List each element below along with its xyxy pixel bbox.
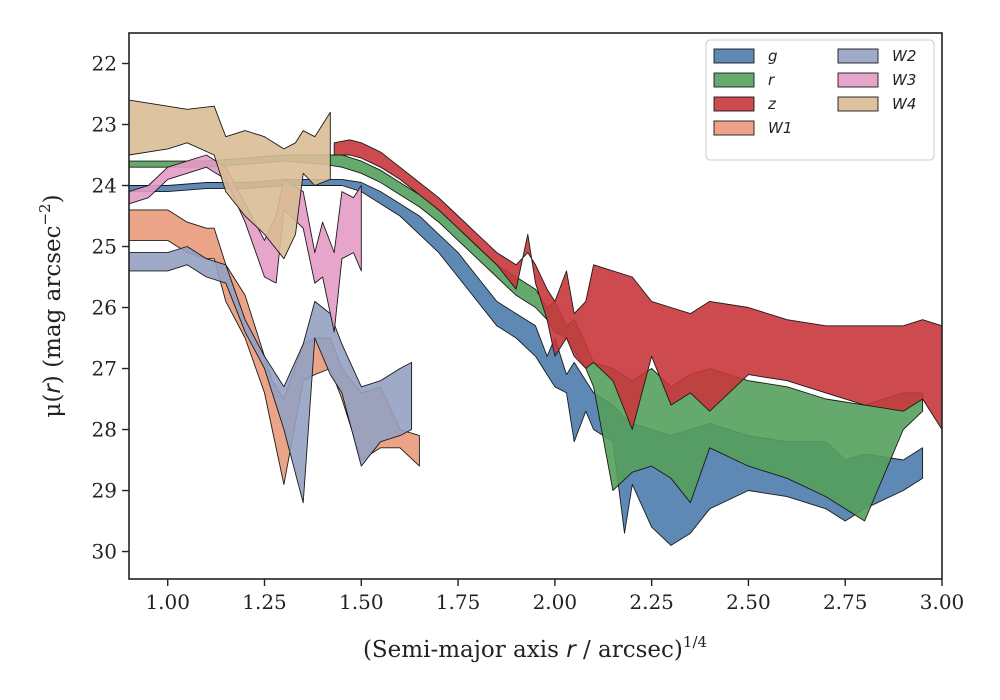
legend-label-r: r bbox=[768, 71, 775, 89]
x-axis: 1.00 1.25 1.50 1.75 2.00 2.25 2.50 2.75 3.00 bbox=[145, 579, 964, 614]
y-tick-label: 23 bbox=[92, 113, 117, 137]
y-tick-label: 28 bbox=[92, 418, 117, 442]
legend-swatch-w2 bbox=[837, 48, 879, 64]
legend-swatch-z bbox=[713, 96, 755, 112]
y-tick-label: 25 bbox=[92, 235, 117, 259]
x-tick-label: 1.00 bbox=[145, 590, 190, 614]
x-tick-label: 2.50 bbox=[726, 590, 771, 614]
series-band-w2 bbox=[128, 246, 413, 504]
legend-label-w1: W1 bbox=[768, 119, 792, 137]
x-tick-label: 2.75 bbox=[823, 590, 868, 614]
y-tick-label: 24 bbox=[92, 174, 117, 198]
y-tick-label: 30 bbox=[92, 540, 117, 564]
plot-areas bbox=[128, 99, 943, 546]
legend-label-w4: W4 bbox=[892, 95, 916, 113]
legend-swatch-w1 bbox=[713, 120, 755, 136]
y-tick-label: 29 bbox=[92, 479, 117, 503]
series-band-z bbox=[333, 139, 943, 430]
plot-frame bbox=[128, 32, 943, 580]
y-axis-label: μ(r) (mag arcsec−2) bbox=[36, 194, 66, 417]
legend: grz W1 W2 W3 W4 bbox=[705, 39, 935, 161]
y-tick-label: 27 bbox=[92, 357, 117, 381]
legend-items: grz W1 W2 W3 W4 bbox=[713, 47, 916, 137]
legend-label-g: g bbox=[768, 47, 778, 65]
legend-swatch-g bbox=[713, 48, 755, 64]
legend-label-z: z bbox=[767, 95, 777, 113]
legend-swatch-w3 bbox=[837, 72, 879, 88]
y-axis: 22 23 24 25 26 27 28 29 30 bbox=[92, 52, 129, 564]
legend-label-w3: W3 bbox=[892, 71, 916, 89]
legend-label-w2: W2 bbox=[892, 47, 916, 65]
x-tick-label: 3.00 bbox=[920, 590, 965, 614]
x-tick-label: 1.25 bbox=[242, 590, 287, 614]
legend-box bbox=[705, 39, 935, 161]
x-tick-label: 2.00 bbox=[533, 590, 578, 614]
legend-swatch-w4 bbox=[837, 96, 879, 112]
x-tick-label: 1.50 bbox=[339, 590, 384, 614]
y-tick-label: 26 bbox=[92, 296, 117, 320]
legend-swatch-r bbox=[713, 72, 755, 88]
series-band-w1 bbox=[128, 209, 420, 485]
x-tick-label: 2.25 bbox=[629, 590, 674, 614]
series-band-w4 bbox=[128, 99, 331, 260]
x-tick-label: 1.75 bbox=[436, 590, 481, 614]
x-axis-label: (Semi-major axis r / arcsec)1/4 bbox=[363, 633, 707, 663]
y-tick-label: 22 bbox=[92, 52, 117, 76]
